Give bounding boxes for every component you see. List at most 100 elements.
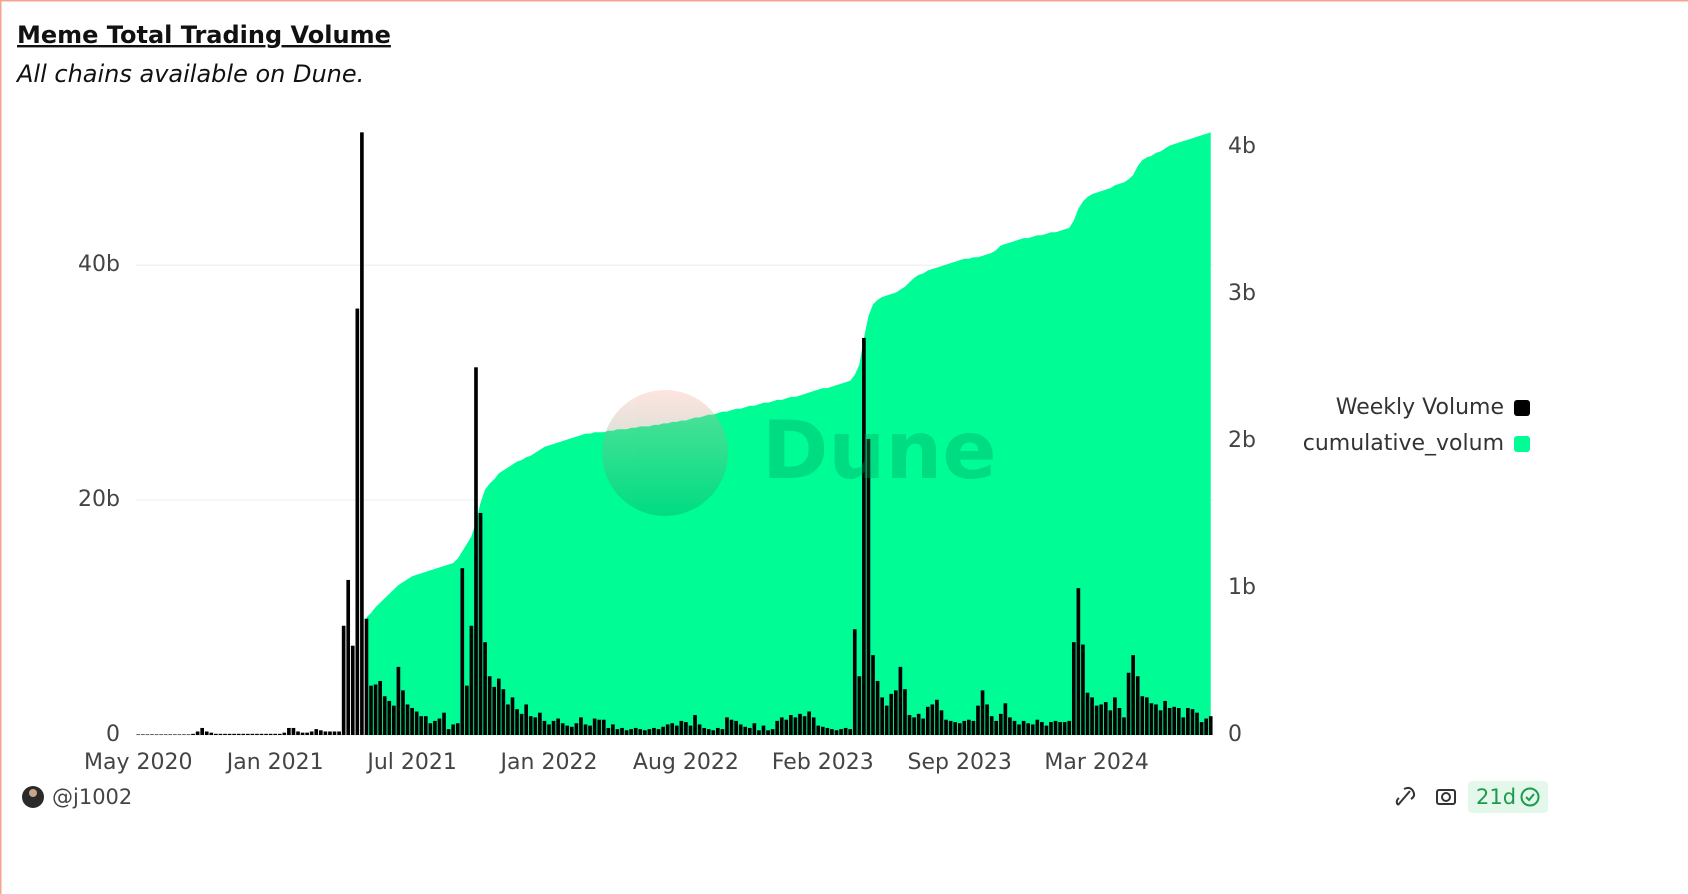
bar bbox=[360, 132, 364, 736]
refresh-badge-text: 21d bbox=[1476, 785, 1516, 809]
bar bbox=[656, 729, 661, 735]
bar bbox=[857, 676, 862, 735]
bar bbox=[565, 725, 570, 735]
bar bbox=[1186, 707, 1190, 735]
bar bbox=[195, 731, 200, 735]
bar bbox=[789, 715, 793, 735]
chart-subtitle: All chains available on Dune. bbox=[15, 60, 364, 88]
bar bbox=[1071, 642, 1076, 735]
bar bbox=[291, 727, 296, 735]
bar bbox=[287, 727, 291, 735]
bar bbox=[775, 720, 780, 735]
bar bbox=[378, 680, 382, 735]
bar bbox=[1176, 707, 1181, 735]
bar bbox=[779, 717, 784, 735]
bar bbox=[716, 727, 720, 735]
bar bbox=[903, 689, 907, 735]
bar bbox=[912, 717, 916, 735]
bar bbox=[971, 720, 976, 735]
bar bbox=[236, 733, 241, 735]
bar bbox=[323, 731, 328, 735]
bar bbox=[643, 730, 647, 735]
bar bbox=[405, 704, 410, 735]
bar bbox=[784, 719, 789, 735]
bar bbox=[469, 625, 474, 735]
bar bbox=[624, 730, 629, 735]
icon-path bbox=[1441, 792, 1451, 802]
bar bbox=[569, 726, 574, 735]
screenshot-icon[interactable] bbox=[1436, 789, 1456, 805]
author-name[interactable]: @j1002 bbox=[52, 785, 132, 809]
y2-tick-label: 0 bbox=[1228, 722, 1242, 747]
bar bbox=[998, 713, 1003, 735]
bar bbox=[191, 733, 195, 735]
legend-swatch bbox=[1514, 436, 1530, 452]
bar bbox=[1067, 720, 1072, 735]
bar bbox=[588, 725, 592, 735]
x-tick-label: Jan 2022 bbox=[499, 750, 598, 775]
bar bbox=[948, 720, 953, 735]
bar bbox=[674, 725, 679, 735]
bar bbox=[807, 711, 811, 735]
x-tick-label: Sep 2023 bbox=[907, 750, 1011, 775]
bar bbox=[852, 629, 857, 735]
bar bbox=[684, 722, 688, 735]
bar bbox=[1012, 720, 1017, 735]
bar bbox=[264, 733, 268, 735]
bar bbox=[1035, 719, 1040, 735]
bar bbox=[1126, 672, 1131, 735]
bar bbox=[501, 689, 506, 735]
y2-tick-label: 1b bbox=[1228, 575, 1256, 600]
bar bbox=[688, 725, 693, 735]
bar bbox=[487, 676, 492, 735]
bar bbox=[629, 729, 633, 735]
x-tick-label: May 2020 bbox=[84, 750, 192, 775]
bar bbox=[697, 724, 702, 735]
bar bbox=[396, 666, 401, 735]
bar bbox=[250, 733, 255, 735]
bar bbox=[693, 715, 697, 735]
bar bbox=[1085, 692, 1090, 735]
bar bbox=[506, 704, 510, 735]
footer: @j1002 21d bbox=[22, 781, 1548, 813]
x-tick-label: Feb 2023 bbox=[772, 750, 874, 775]
bar bbox=[720, 729, 725, 735]
bar bbox=[346, 579, 351, 735]
bar bbox=[611, 724, 615, 735]
bar bbox=[1099, 704, 1104, 735]
bar bbox=[661, 726, 665, 735]
bar bbox=[227, 733, 232, 735]
bar bbox=[889, 693, 894, 735]
bar bbox=[419, 716, 424, 735]
bar bbox=[154, 734, 159, 735]
bar bbox=[1062, 722, 1067, 735]
bar bbox=[460, 568, 465, 735]
bar bbox=[761, 725, 766, 735]
icon-path bbox=[1436, 789, 1456, 805]
watermark-logo bbox=[602, 390, 728, 516]
bar bbox=[579, 717, 583, 735]
x-tick-label: Mar 2024 bbox=[1044, 750, 1149, 775]
bar bbox=[510, 697, 515, 735]
bar bbox=[218, 733, 223, 735]
bar bbox=[437, 718, 442, 735]
bar bbox=[633, 727, 638, 735]
bar bbox=[894, 690, 898, 735]
bar bbox=[734, 720, 738, 735]
bar bbox=[583, 724, 588, 735]
bar bbox=[255, 733, 259, 735]
bar bbox=[177, 734, 182, 735]
bar bbox=[930, 704, 935, 735]
chart-title[interactable]: Meme Total Trading Volume bbox=[17, 21, 391, 49]
bar bbox=[884, 705, 889, 735]
bar bbox=[547, 724, 551, 735]
bar bbox=[638, 729, 643, 735]
badge-check-icon bbox=[1525, 793, 1535, 802]
legend: Weekly Volume cumulative_volum bbox=[1303, 395, 1530, 456]
bar bbox=[953, 722, 957, 735]
bar bbox=[706, 729, 711, 735]
embed-icon[interactable] bbox=[1395, 786, 1416, 806]
bar bbox=[492, 686, 497, 735]
bar bbox=[382, 696, 387, 735]
bar bbox=[314, 729, 319, 735]
